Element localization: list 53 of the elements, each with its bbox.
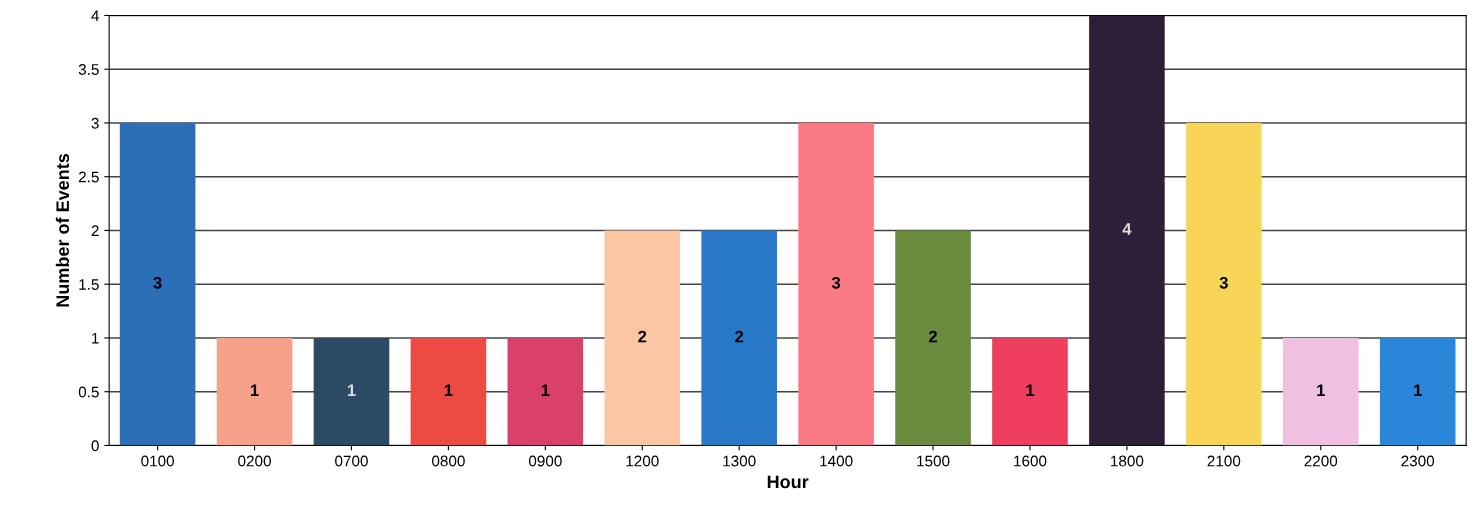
data-label: 2 [638,330,647,343]
data-label: 3 [1219,276,1228,289]
x-axis-title: Hour [767,475,809,489]
x-tick-label: 0100 [141,455,175,467]
x-tick-label: 2100 [1207,455,1241,467]
y-tick-label: 4 [91,10,99,21]
data-label: 1 [347,384,356,397]
x-tick-label: 0200 [238,455,271,467]
data-label: 1 [444,384,453,397]
bar [895,230,971,446]
x-tick-label: 2300 [1401,455,1435,467]
data-label: 3 [831,276,841,289]
y-tick-label: 3 [91,117,99,129]
y-tick-label: 1 [92,332,99,344]
x-tick-label: 1500 [917,455,950,467]
bar [313,337,390,446]
bar [507,337,584,446]
x-tick-label: 0700 [335,455,368,467]
data-label: 1 [250,384,259,397]
x-tick-label: 1300 [723,455,756,467]
y-axis-title: Number of Events [55,153,70,307]
y-tick-label: 0 [91,440,99,452]
bar [216,337,293,446]
data-label: 1 [1414,384,1422,397]
x-tick-label: 1800 [1111,455,1144,467]
bar [992,337,1068,446]
bar [798,122,874,446]
y-tick-label: 2 [91,225,99,236]
data-label: 3 [153,276,162,289]
bar [604,230,681,446]
y-tick-label: 0.5 [78,386,99,398]
bar [1282,337,1359,446]
x-tick-label: 0800 [432,455,465,467]
bar [1379,337,1456,446]
data-label: 4 [1122,223,1132,235]
x-tick-label: 1600 [1014,455,1047,467]
bar [410,337,487,446]
bar [1186,122,1262,446]
y-tick-label: 2.5 [78,171,99,183]
x-tick-label: 1400 [820,455,853,467]
data-label: 1 [541,384,550,397]
y-tick-label: 1.5 [79,279,99,290]
bar [119,122,196,446]
x-tick-label: 1200 [626,455,659,467]
bar [1089,15,1165,446]
x-tick-label: 2200 [1304,455,1338,467]
x-tick-label: 0900 [528,455,562,467]
y-tick-label: 3.5 [78,64,99,75]
data-label: 1 [1317,384,1325,397]
data-label: 2 [735,330,744,343]
data-label: 1 [1026,384,1035,397]
bar [701,230,777,446]
data-label: 2 [928,330,938,343]
